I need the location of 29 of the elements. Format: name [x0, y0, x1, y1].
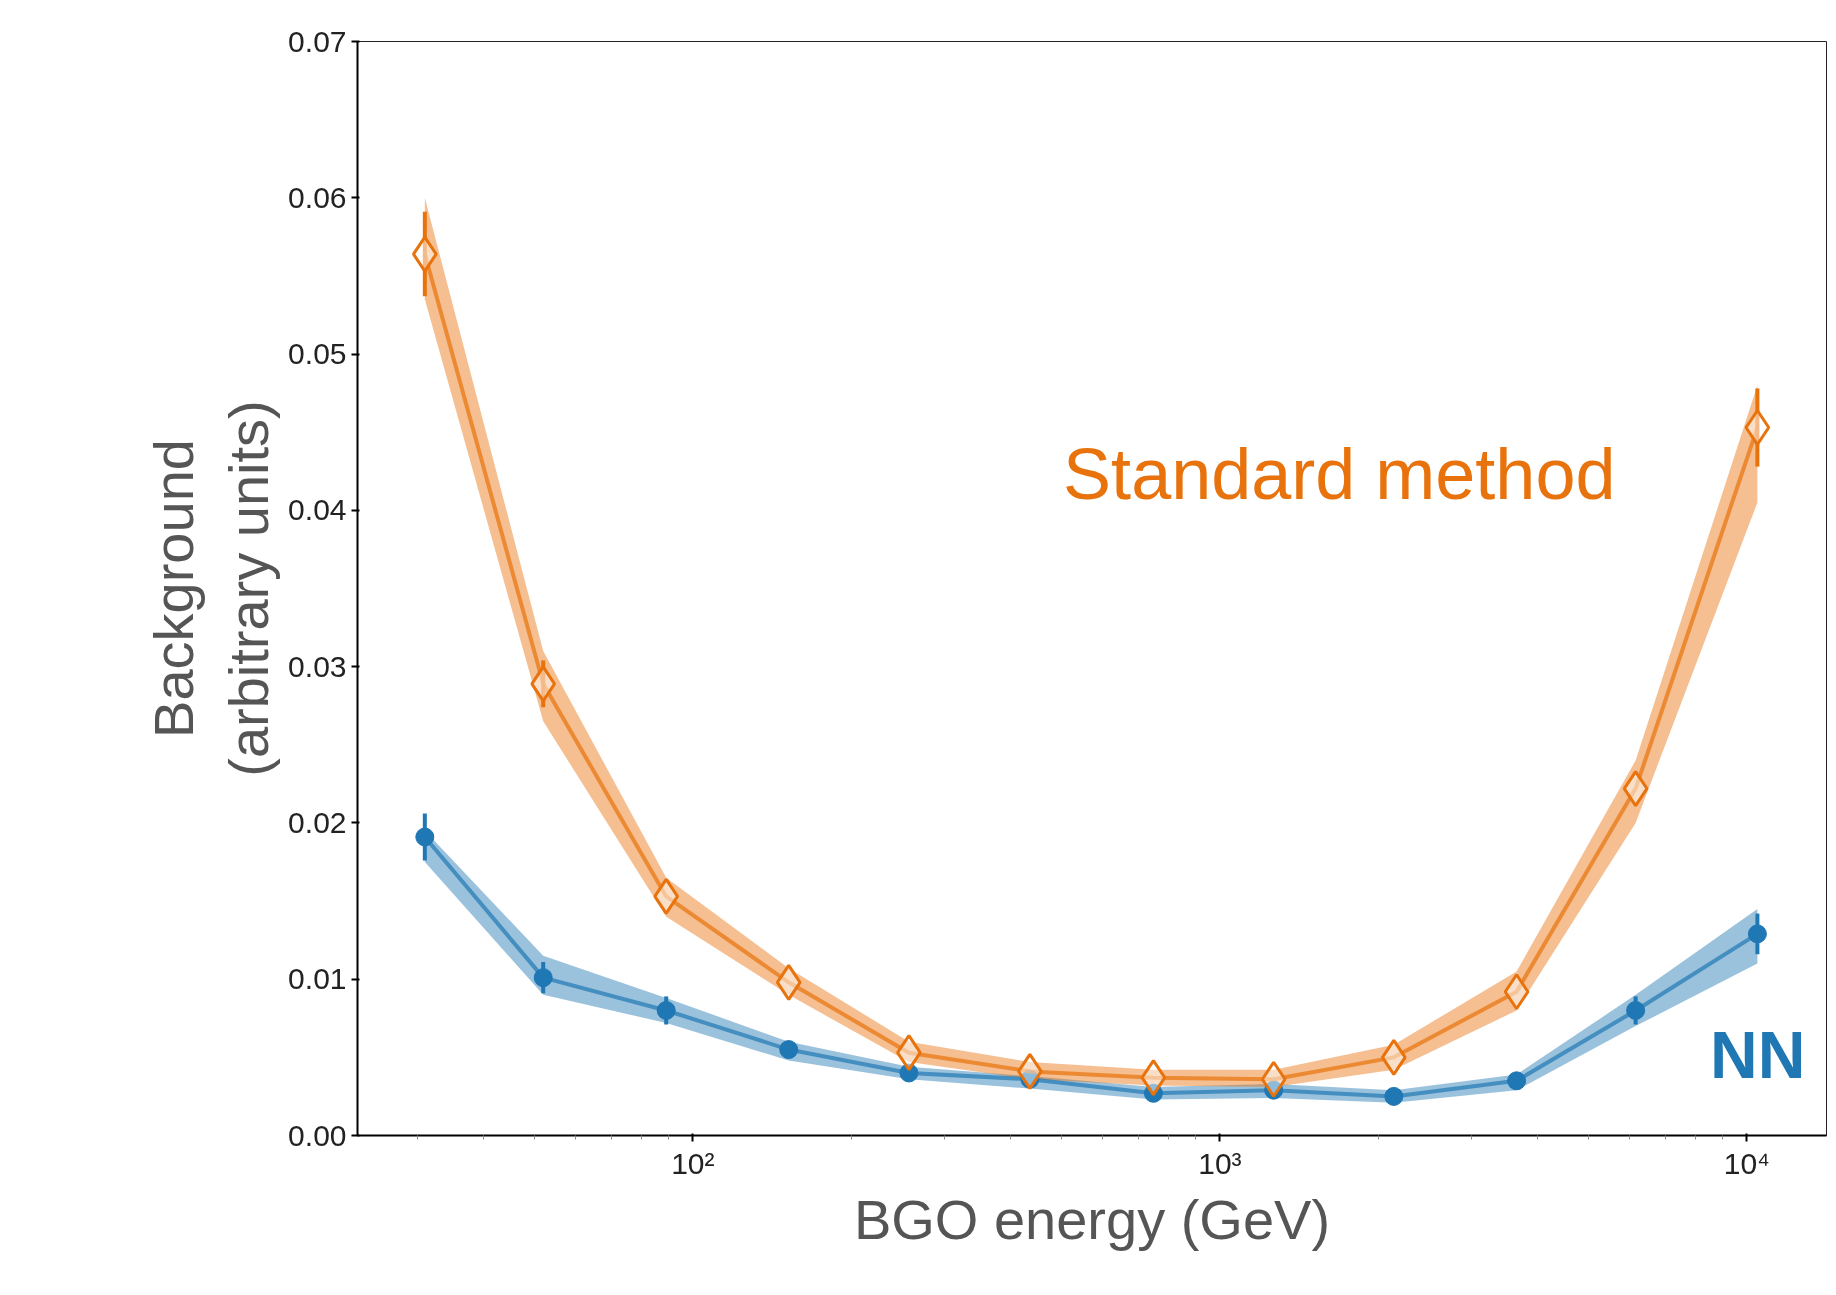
x-tick-label: 10²	[671, 1146, 715, 1180]
point	[1507, 1071, 1527, 1091]
y-tick-label: 0.03	[288, 649, 347, 683]
y-tick-label: 0.05	[288, 337, 347, 371]
point	[1503, 973, 1530, 1011]
point	[653, 877, 680, 915]
point	[415, 827, 435, 847]
point	[1260, 1060, 1287, 1098]
point	[779, 1040, 799, 1060]
point	[775, 963, 802, 1001]
point	[1626, 1000, 1646, 1020]
point	[1744, 409, 1771, 447]
y-tick-label: 0.02	[288, 805, 347, 839]
y-tick-label: 0.04	[288, 493, 347, 527]
point	[1380, 1038, 1407, 1076]
point	[1622, 770, 1649, 808]
point	[1747, 924, 1767, 944]
x-tick-label: 10⁴	[1723, 1146, 1771, 1180]
point	[656, 1000, 676, 1020]
series-label: Standard method	[1063, 434, 1616, 515]
x-tick-label: 10³	[1198, 1146, 1242, 1180]
y-axis-title: Background (arbitrary units)	[141, 400, 281, 777]
y-tick-label: 0.01	[288, 962, 347, 996]
x-axis-title: BGO energy (GeV)	[853, 1187, 1331, 1251]
y-tick-label: 0.06	[288, 180, 347, 214]
y-tick-label: 0.07	[288, 24, 347, 58]
series-label: NN	[1710, 1017, 1806, 1092]
y-tick-label: 0.00	[288, 1118, 347, 1152]
point	[411, 235, 438, 273]
